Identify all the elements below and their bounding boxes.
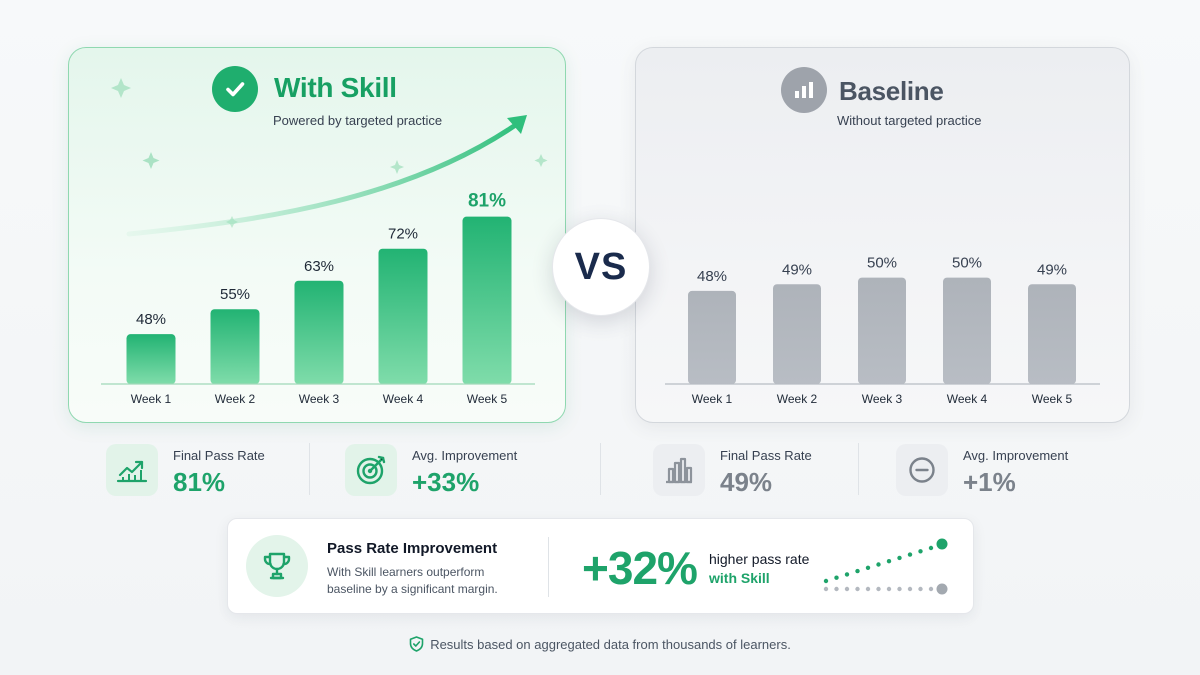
x-tick-label: Week 2 [777,392,818,406]
x-tick-label: Week 3 [862,392,903,406]
x-tick-label: Week 1 [131,392,172,406]
baseline-avg-improvement-stat: Avg. Improvement +1% [896,441,1096,501]
summary-description: With Skill learners outperform baseline … [327,565,498,596]
baseline-subtitle: Without targeted practice [837,113,982,128]
footer-text: Results based on aggregated data from th… [430,637,791,652]
trophy-icon [246,535,308,597]
bar-value-label: 48% [697,268,727,285]
stat-divider [309,443,310,495]
bar-value-label: 50% [867,255,897,272]
minus-circle-icon [896,444,948,496]
shield-check-icon [409,636,424,652]
summary-title: Pass Rate Improvement [327,540,498,557]
baseline-title: Baseline [839,76,944,106]
pass-rate-improvement-card: Pass Rate Improvement With Skill learner… [227,518,974,614]
bar-value-label: 63% [304,258,334,275]
bar-5 [462,216,512,384]
bar-3 [858,277,906,384]
with-skill-panel: 48% Week 1 55% Week 2 63% Week 3 72% Week 4 81% W… [68,47,566,423]
x-tick-label: Week 2 [215,392,256,406]
summary-divider [548,537,549,597]
stat-label: Final Pass Rate [173,448,265,463]
bar-3 [294,280,344,384]
trend-up-icon [106,444,158,496]
skill-final-pass-rate-stat: Final Pass Rate 81% [106,441,306,501]
x-tick-label: Week 4 [947,392,988,406]
x-tick-label: Week 5 [467,392,508,406]
bar-value-label: 55% [220,286,250,303]
bar-1 [126,334,176,384]
bar-value-label: 72% [388,226,418,243]
bar-value-label: 49% [782,261,812,278]
with-skill-title: With Skill [274,72,397,103]
baseline-bar-chart: 48% Week 1 49% Week 2 50% Week 3 50% Week 4 49% W… [665,255,1100,406]
target-icon [345,444,397,496]
bar-5 [1028,284,1076,384]
stat-divider [600,443,601,495]
stat-label: Avg. Improvement [412,448,518,463]
bar-4 [943,277,991,384]
summary-big-value: +32% [582,542,698,594]
x-tick-label: Week 1 [692,392,733,406]
x-tick-label: Week 5 [1032,392,1073,406]
bar-value-label: 48% [136,311,166,328]
summary-caption-line1: higher pass rate [709,551,810,567]
with-skill-bar-chart: 48% Week 1 55% Week 2 63% Week 3 72% Week 4 81% W… [101,78,548,406]
x-tick-label: Week 3 [299,392,340,406]
bar-value-label: 81% [468,191,506,212]
check-circle-icon [212,66,258,112]
bar-chart-icon [653,444,705,496]
bar-4 [378,248,428,384]
stat-label: Final Pass Rate [720,448,812,463]
baseline-final-pass-rate-stat: Final Pass Rate 49% [653,441,853,501]
summary-caption-line2: with Skill [709,570,770,586]
bar-value-label: 49% [1037,261,1067,278]
stat-label: Avg. Improvement [963,448,1069,463]
footer-note: Results based on aggregated data from th… [0,636,1200,652]
with-skill-subtitle: Powered by targeted practice [273,113,443,128]
bar-chart-icon [781,67,827,113]
bar-1 [688,290,736,384]
bar-value-label: 50% [952,255,982,272]
stat-value: 49% [720,467,773,497]
dotted-trend-lines-icon [823,538,948,595]
vs-badge: VS [552,218,650,316]
bar-2 [210,309,260,384]
stat-value: 81% [173,467,226,497]
baseline-panel: 48% Week 1 49% Week 2 50% Week 3 50% Week 4 49% W… [635,47,1130,423]
skill-avg-improvement-stat: Avg. Improvement +33% [345,441,565,501]
stat-value: +1% [963,467,1016,497]
bar-2 [773,284,821,384]
stat-value: +33% [412,467,480,497]
growth-arrow-icon [126,115,527,237]
stat-divider [858,443,859,495]
x-tick-label: Week 4 [383,392,424,406]
